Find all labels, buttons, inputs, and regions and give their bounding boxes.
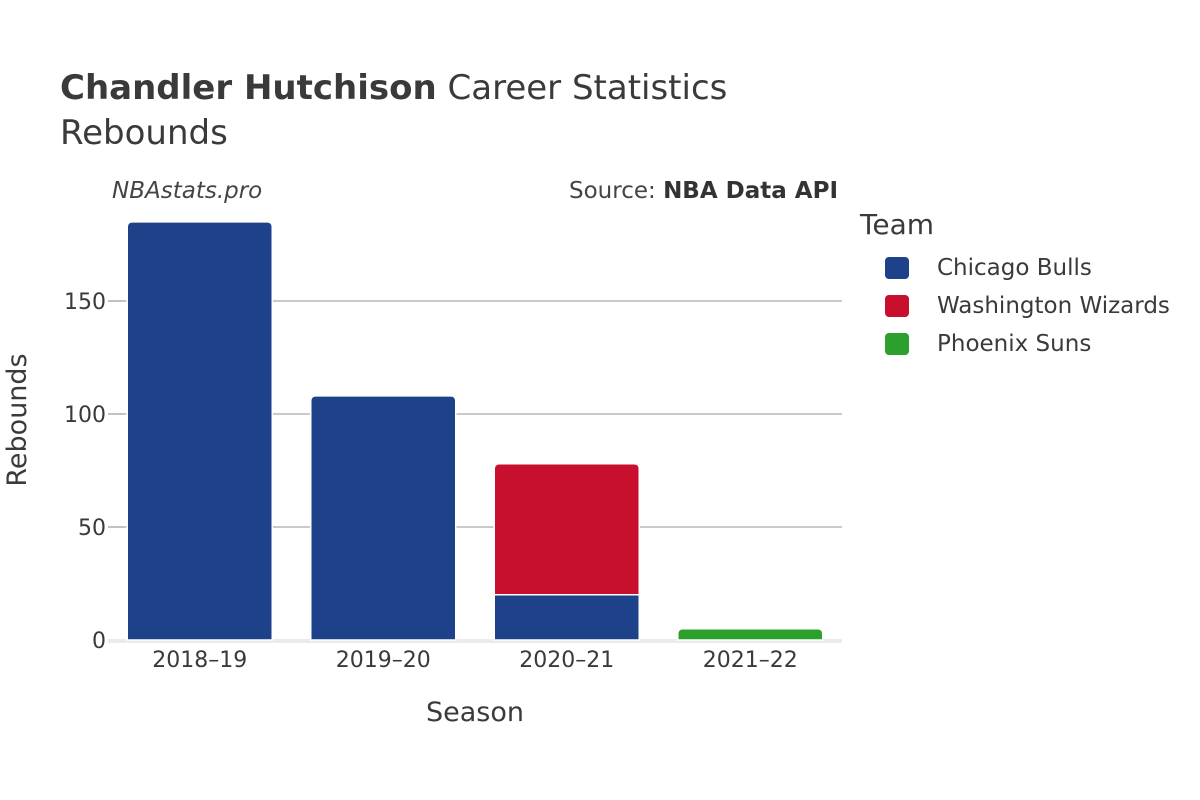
y-tick-label: 150 — [64, 290, 106, 315]
chart-title-rest: Career Statistics — [436, 68, 728, 108]
legend-label: Phoenix Suns — [937, 331, 1092, 357]
legend-title: Team — [860, 208, 935, 241]
source-prefix: Source: — [569, 178, 664, 204]
source-name: NBA Data API — [663, 178, 838, 204]
bar-washington-wizards — [493, 462, 640, 596]
bar-chicago-bulls — [310, 395, 457, 641]
watermark: NBAstats.pro — [112, 178, 263, 204]
y-axis-title: Rebounds — [2, 353, 33, 486]
x-tick-label: 2020–21 — [519, 648, 614, 673]
legend-label: Chicago Bulls — [937, 255, 1092, 281]
legend-item-chicago-bulls[interactable]: Chicago Bulls — [860, 249, 1170, 287]
legend-label: Washington Wizards — [937, 293, 1170, 319]
x-tick-label: 2021–22 — [703, 648, 798, 673]
legend-swatch — [885, 257, 909, 279]
chart-title-player: Chandler Hutchison — [60, 68, 437, 108]
x-tick-label: 2019–20 — [336, 648, 431, 673]
y-tick-label: 50 — [78, 516, 106, 541]
legend-item-washington-wizards[interactable]: Washington Wizards — [860, 287, 1170, 325]
legend-swatch — [885, 333, 909, 355]
y-tick-label: 100 — [64, 403, 106, 428]
bar-chicago-bulls — [126, 221, 273, 641]
bar-chicago-bulls — [493, 594, 640, 641]
y-tick-label: 0 — [92, 629, 106, 654]
chart-subtitle: Rebounds — [60, 113, 228, 153]
x-axis-title: Season — [426, 697, 524, 728]
legend-swatch — [885, 295, 909, 317]
x-tick-label: 2018–19 — [152, 648, 247, 673]
bar-phoenix-suns — [677, 627, 824, 641]
source-credit: Source: NBA Data API — [569, 178, 838, 204]
legend: Team Chicago Bulls Washington Wizards Ph… — [860, 208, 1170, 363]
chart-title: Chandler Hutchison Career Statistics — [60, 66, 727, 110]
legend-item-phoenix-suns[interactable]: Phoenix Suns — [860, 325, 1170, 363]
